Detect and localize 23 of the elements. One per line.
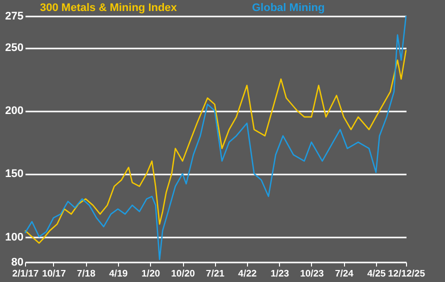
x-tick-label: 12/12/25 [388, 268, 426, 280]
text: Global Mining [252, 2, 325, 14]
y-tick-label: 275 [5, 10, 24, 22]
x-tick-label: 10/17 [42, 268, 66, 280]
text: 300 Metals & Mining Index [40, 2, 178, 14]
line-series [24, 49, 407, 244]
x-tick-label: 10/20 [171, 268, 195, 280]
x-tick-label: 4/19 [109, 268, 128, 280]
x-tick-label: 7/21 [206, 268, 226, 280]
y-tick-label: 100 [5, 231, 24, 244]
y-tick-label: 250 [5, 42, 24, 54]
x-tick-label: 4/22 [238, 268, 257, 280]
y-tick-label: 200 [5, 105, 24, 118]
x-tick-label: 4/25 [367, 268, 386, 280]
x-tick-label: 7/18 [76, 268, 96, 280]
x-tick-label: 1/23 [270, 268, 290, 280]
x-tick-label: 1/20 [142, 268, 160, 280]
y-tick-label: 150 [5, 168, 24, 180]
y-tick-label: 80 [11, 256, 24, 268]
line-series [24, 15, 407, 260]
x-tick-label: 7/24 [334, 268, 354, 280]
x-tick-label: 10/23 [300, 268, 324, 280]
x-tick-label: 2/1/17 [12, 268, 39, 280]
